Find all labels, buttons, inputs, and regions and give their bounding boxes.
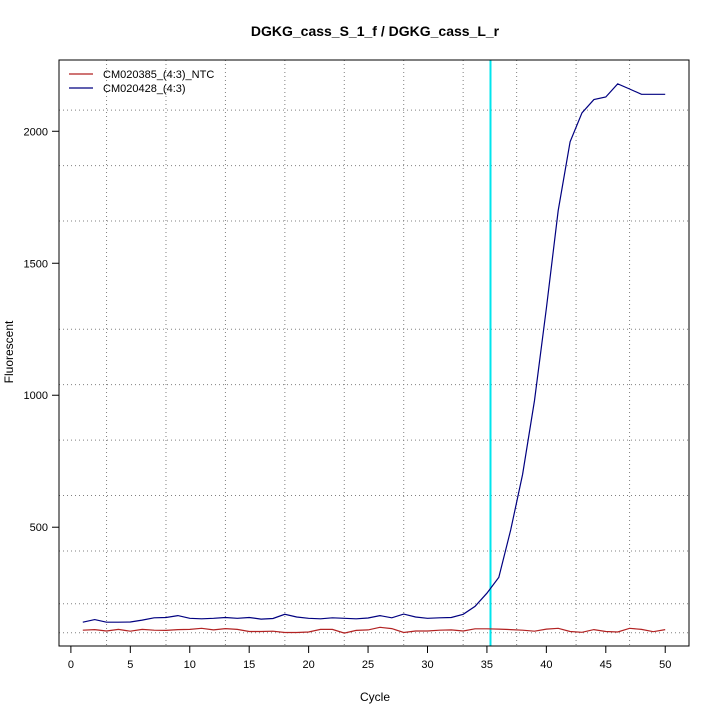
y-tick-label: 500: [30, 522, 48, 534]
series-lines: [82, 83, 666, 634]
plot-frame: [58, 59, 690, 647]
grid: [59, 60, 689, 646]
x-axis-label: Cycle: [360, 690, 390, 704]
legend-label: CM020428_(4:3): [103, 83, 186, 95]
x-tick-label: 25: [362, 659, 374, 671]
y-tick-label: 1500: [24, 258, 48, 270]
x-tick-label: 50: [659, 659, 671, 671]
y-tick-label: 2000: [24, 126, 48, 138]
legend-label: CM020385_(4:3)_NTC: [103, 69, 214, 81]
x-tick-label: 10: [184, 659, 196, 671]
x-tick-label: 0: [68, 659, 74, 671]
series-line-2: [82, 83, 666, 623]
x-tick-label: 15: [243, 659, 255, 671]
x-tick-label: 35: [481, 659, 493, 671]
x-tick-label: 30: [421, 659, 433, 671]
x-tick-label: 40: [540, 659, 552, 671]
legend: CM020385_(4:3)_NTC CM020428_(4:3): [69, 69, 214, 95]
x-tick-label: 45: [600, 659, 612, 671]
x-tick-label: 5: [127, 659, 133, 671]
y-axis-label: Fluorescent: [2, 320, 16, 383]
x-axis: 0 5 10 15 20 25 30 35 40 45 50: [68, 645, 671, 671]
series-line-1: [82, 626, 666, 634]
x-tick-label: 20: [302, 659, 314, 671]
y-axis: 500 1000 1500 2000: [24, 126, 60, 534]
chart-title: DGKG_cass_S_1_f / DGKG_cass_L_r: [251, 23, 500, 39]
y-tick-label: 1000: [24, 390, 48, 402]
